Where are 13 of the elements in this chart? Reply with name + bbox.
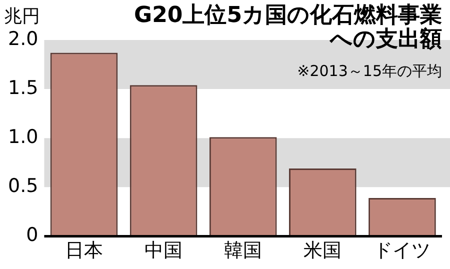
y-tick-label: 2.0 xyxy=(8,28,38,50)
x-tick-label: 中国 xyxy=(144,240,183,262)
y-tick-label: 0 xyxy=(26,224,38,246)
x-tick-label: 米国 xyxy=(304,240,342,262)
y-axis-title: 兆円 xyxy=(4,6,40,27)
y-tick-label: 1.0 xyxy=(8,126,38,148)
x-tick-label: 日本 xyxy=(64,240,103,262)
text: ※2013～15年の平均 xyxy=(297,62,442,80)
y-tick-label: 1.5 xyxy=(8,76,38,99)
x-tick-label: 韓国 xyxy=(224,240,262,262)
x-tick-label: ドイツ xyxy=(374,240,431,262)
y-tick-label: 0.5 xyxy=(8,175,38,198)
chart-title: G20上位5カ国の化石燃料事業への支出額 xyxy=(134,3,442,52)
